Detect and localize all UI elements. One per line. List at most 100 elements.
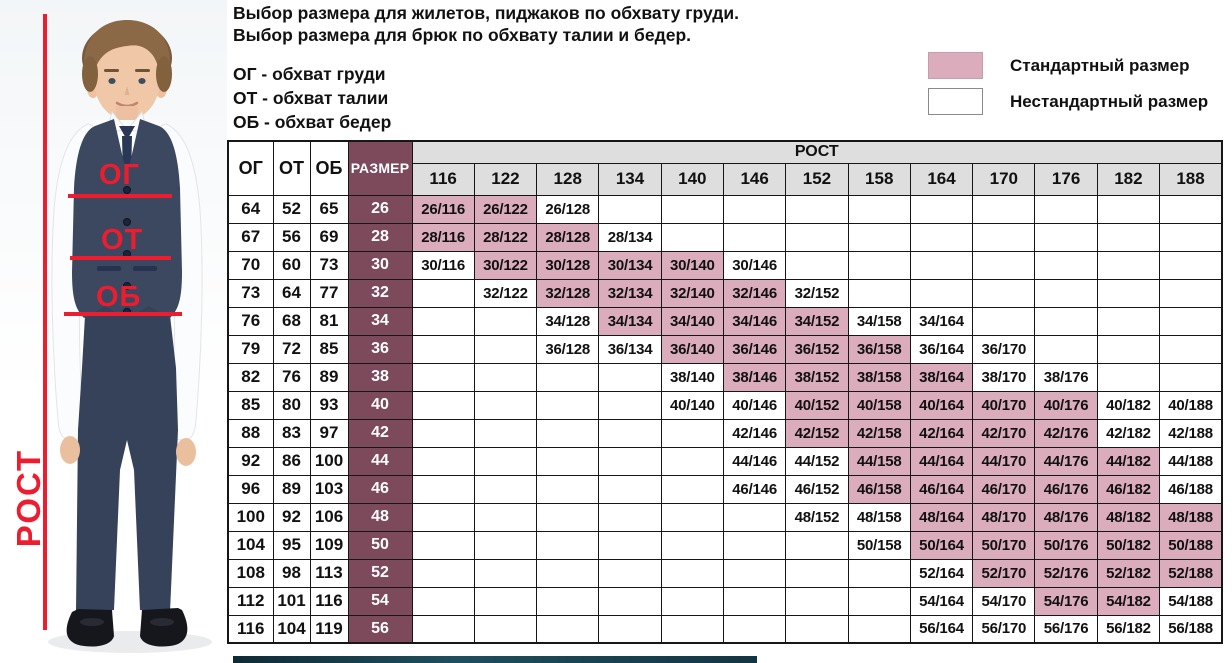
ob-cell: 85	[309, 334, 349, 364]
empty-cell	[536, 502, 600, 532]
size-height-cell: 34/128	[536, 306, 600, 336]
empty-cell	[473, 586, 538, 616]
og-cell: 116	[227, 614, 274, 644]
height-header-158: 158	[847, 162, 911, 196]
size-height-cell: 52/182	[1096, 558, 1161, 588]
empty-cell	[1034, 334, 1098, 364]
table-row-56: 116 104 119 56 56/164 56/170 56/176 56/182 56/18…	[227, 614, 1223, 644]
intro-line-1: Выбор размера для жилетов, пиджаков по о…	[233, 3, 740, 23]
col-header-ob: ОБ	[309, 140, 349, 196]
empty-cell	[473, 502, 538, 532]
size-height-cell: 40/164	[909, 390, 974, 420]
size-height-cell: 46/158	[847, 474, 911, 504]
size-height-cell: 54/170	[972, 586, 1036, 616]
og-cell: 82	[227, 362, 274, 392]
empty-cell	[411, 530, 475, 560]
size-height-cell: 46/188	[1159, 474, 1223, 504]
size-height-cell: 52/188	[1159, 558, 1223, 588]
empty-cell	[1034, 278, 1098, 308]
size-height-cell: 34/134	[598, 306, 662, 336]
boy-illustration	[0, 0, 227, 663]
empty-cell	[847, 222, 911, 252]
size-cell: 26	[347, 194, 413, 224]
table-row-48: 100 92 106 48 48/152 48/158 48/164 48/170 48/176…	[227, 502, 1223, 532]
empty-cell	[1096, 306, 1161, 336]
empty-cell	[536, 418, 600, 448]
size-height-cell: 30/134	[598, 250, 662, 280]
size-height-cell: 46/164	[909, 474, 974, 504]
og-cell: 79	[227, 334, 274, 364]
ot-cell: 72	[272, 334, 311, 364]
empty-cell	[972, 278, 1036, 308]
empty-cell	[598, 446, 662, 476]
size-cell: 50	[347, 530, 413, 560]
empty-cell	[722, 194, 787, 224]
ot-cell: 56	[272, 222, 311, 252]
size-height-cell: 30/146	[722, 250, 787, 280]
empty-cell	[1034, 222, 1098, 252]
size-height-cell: 26/116	[411, 194, 475, 224]
size-height-cell: 48/182	[1096, 502, 1161, 532]
table-row-44: 92 86 100 44 44/146 44/152 44/158 44/164 44/170 4…	[227, 446, 1223, 476]
size-cell: 34	[347, 306, 413, 336]
ob-cell: 97	[309, 418, 349, 448]
legend: Стандартный размер Нестандартный размер	[928, 52, 1208, 124]
empty-cell	[536, 446, 600, 476]
ot-cell: 98	[272, 558, 311, 588]
empty-cell	[411, 446, 475, 476]
size-height-cell: 56/182	[1096, 614, 1161, 644]
ot-cell: 60	[272, 250, 311, 280]
table-row-42: 88 83 97 42 42/146 42/152 42/158 42/164 42/170 42…	[227, 418, 1223, 448]
empty-cell	[722, 558, 787, 588]
empty-cell	[660, 474, 724, 504]
empty-cell	[660, 586, 724, 616]
empty-cell	[536, 586, 600, 616]
size-height-cell: 36/158	[847, 334, 911, 364]
empty-cell	[660, 418, 724, 448]
empty-cell	[909, 278, 974, 308]
size-height-cell: 32/140	[660, 278, 724, 308]
size-height-cell: 50/170	[972, 530, 1036, 560]
og-cell: 108	[227, 558, 274, 588]
table-row-28: 67 56 69 28 28/116 28/122 28/128 28/134	[227, 222, 1223, 252]
empty-cell	[473, 474, 538, 504]
empty-cell	[909, 250, 974, 280]
og-cell: 85	[227, 390, 274, 420]
og-cell: 70	[227, 250, 274, 280]
empty-cell	[847, 586, 911, 616]
size-height-cell: 40/152	[785, 390, 849, 420]
size-height-cell: 44/170	[972, 446, 1036, 476]
size-height-cell: 54/176	[1034, 586, 1098, 616]
size-height-cell: 48/158	[847, 502, 911, 532]
empty-cell	[411, 558, 475, 588]
size-cell: 32	[347, 278, 413, 308]
table-row-40: 85 80 93 40 40/140 40/146 40/152 40/158 40/164 40…	[227, 390, 1223, 420]
empty-cell	[536, 614, 600, 644]
col-header-og: ОГ	[227, 140, 274, 196]
empty-cell	[785, 614, 849, 644]
size-height-cell: 34/152	[785, 306, 849, 336]
boy-photo: ОГ ОТ ОБ РОСТ	[0, 0, 227, 663]
size-height-cell: 56/176	[1034, 614, 1098, 644]
size-height-cell: 48/170	[972, 502, 1036, 532]
og-cell: 112	[227, 586, 274, 616]
empty-cell	[847, 194, 911, 224]
table-row-50: 104 95 109 50 50/158 50/164 50/170 50/176 50/182…	[227, 530, 1223, 560]
size-height-cell: 54/182	[1096, 586, 1161, 616]
empty-cell	[660, 530, 724, 560]
height-header-170: 170	[972, 162, 1036, 196]
empty-cell	[722, 502, 787, 532]
size-height-cell: 54/164	[909, 586, 974, 616]
empty-cell	[972, 306, 1036, 336]
size-height-cell: 52/176	[1034, 558, 1098, 588]
table-row-46: 96 89 103 46 46/146 46/152 46/158 46/164 46/170 4…	[227, 474, 1223, 504]
ob-cell: 106	[309, 502, 349, 532]
table-row-26: 64 52 65 26 26/116 26/122 26/128	[227, 194, 1223, 224]
table-row-52: 108 98 113 52 52/164 52/170 52/176 52/182 52/188	[227, 558, 1223, 588]
empty-cell	[1034, 306, 1098, 336]
legend-standard-label: Стандартный размер	[1010, 55, 1190, 75]
bottom-bar	[233, 656, 757, 663]
empty-cell	[785, 194, 849, 224]
size-cell: 44	[347, 446, 413, 476]
height-header-140: 140	[660, 162, 724, 196]
